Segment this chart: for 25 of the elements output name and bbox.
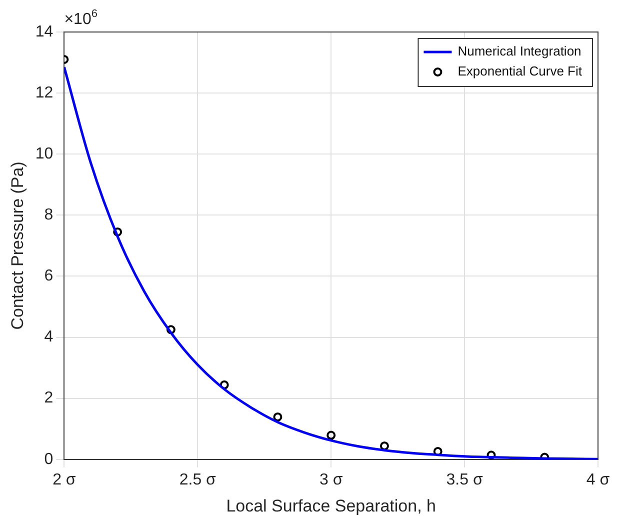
x-tick-label: 3 σ [319,471,343,488]
legend-label: Numerical Integration [458,44,582,59]
x-tick-label: 3.5 σ [446,471,483,488]
point [433,446,442,456]
point [113,227,122,236]
point [220,380,229,390]
y-tick-label: 4 [44,328,54,346]
y-tick-label: 14 [35,23,54,40]
y-tick-label: 2 [44,390,54,407]
point [326,430,336,440]
y-tick-label: 10 [35,146,54,163]
x-tick-label: 2.5 σ [179,471,216,488]
y-tick-label: 0 [44,450,54,468]
x-tick-label: 2 σ [52,471,76,488]
y-tick-label: 6 [44,268,54,285]
point [486,450,496,460]
point [380,441,389,450]
y-axis-title: Contact Pressure (Pa) [8,162,27,330]
point [273,412,282,422]
x-tick-label: 4 σ [586,471,610,488]
y-tick-label: 8 [44,206,54,224]
x-axis-title: Local Surface Separation, h [226,496,436,516]
legend-label: Exponential Curve Fit [458,64,582,79]
point [166,325,176,334]
y-tick-label: 12 [35,84,54,102]
